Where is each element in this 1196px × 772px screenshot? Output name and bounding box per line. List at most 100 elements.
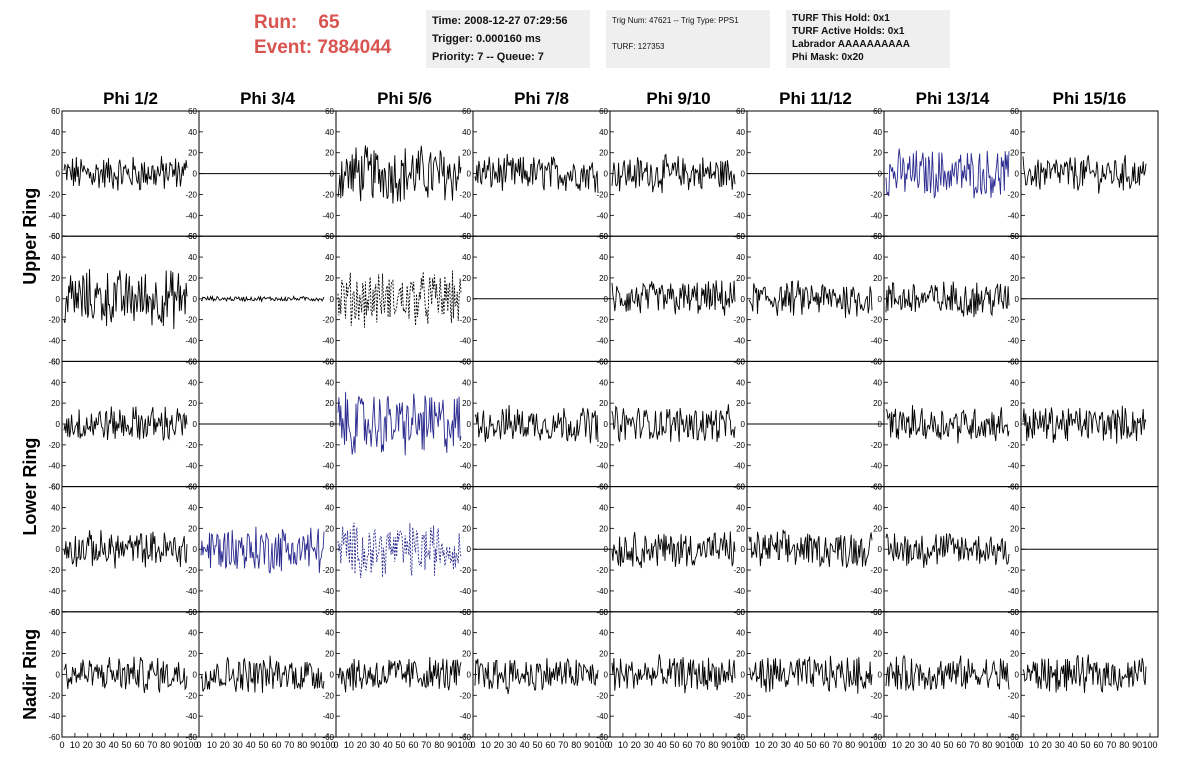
y-tick-label: 20 [599, 399, 608, 408]
y-tick-label: -40 [596, 587, 608, 596]
y-tick-label: 60 [873, 357, 882, 366]
y-tick-label: -40 [870, 587, 882, 596]
x-tick-label: 30 [233, 740, 243, 750]
x-tick-label: 60 [819, 740, 829, 750]
y-tick-label: -20 [596, 190, 608, 199]
y-tick-label: 40 [1010, 503, 1019, 512]
y-tick-label: -60 [596, 733, 608, 742]
x-tick-label: 60 [1093, 740, 1103, 750]
y-tick-label: 60 [1010, 483, 1019, 492]
x-tick-label: 50 [395, 740, 405, 750]
y-tick-label: 40 [736, 629, 745, 638]
y-tick-label: -60 [1007, 608, 1019, 617]
y-tick-label: -40 [1007, 211, 1019, 220]
y-tick-label: 0 [467, 670, 472, 679]
y-tick-label: 60 [873, 608, 882, 617]
y-tick-label: 40 [462, 253, 471, 262]
y-tick-label: 20 [325, 650, 334, 659]
x-tick-label: 70 [969, 740, 979, 750]
y-tick-label: -20 [185, 441, 197, 450]
y-tick-label: 0 [878, 295, 883, 304]
y-tick-label: -20 [459, 566, 471, 575]
y-tick-label: 60 [599, 483, 608, 492]
y-tick-label: 20 [188, 524, 197, 533]
y-tick-label: 0 [56, 670, 61, 679]
y-tick-label: 60 [325, 608, 334, 617]
x-tick-label: 0 [1018, 740, 1023, 750]
y-tick-label: 40 [462, 128, 471, 137]
y-tick-label: 0 [330, 670, 335, 679]
y-tick-label: 40 [51, 253, 60, 262]
x-tick-label: 30 [96, 740, 106, 750]
y-tick-label: -20 [1007, 316, 1019, 325]
y-tick-label: 60 [599, 357, 608, 366]
x-tick-label: 100 [1005, 740, 1020, 750]
column-title: Phi 5/6 [377, 89, 432, 108]
panel-frame [198, 235, 337, 362]
x-tick-label: 90 [721, 740, 731, 750]
y-tick-label: 60 [51, 357, 60, 366]
waveform-trace [63, 656, 188, 694]
y-tick-label: -20 [733, 691, 745, 700]
y-tick-label: -20 [596, 441, 608, 450]
y-tick-label: 0 [56, 170, 61, 179]
column-title: Phi 3/4 [240, 89, 295, 108]
x-tick-label: 30 [918, 740, 928, 750]
y-tick-label: -40 [733, 712, 745, 721]
y-tick-label: 60 [462, 608, 471, 617]
y-tick-label: -40 [185, 337, 197, 346]
y-tick-label: 20 [188, 274, 197, 283]
y-tick-label: -20 [1007, 441, 1019, 450]
y-tick-label: -40 [733, 211, 745, 220]
y-tick-label: -20 [1007, 566, 1019, 575]
y-tick-label: 0 [741, 295, 746, 304]
y-tick-label: 40 [325, 629, 334, 638]
x-tick-label: 80 [708, 740, 718, 750]
y-tick-label: 0 [604, 545, 609, 554]
y-tick-label: 0 [330, 295, 335, 304]
y-tick-label: 20 [51, 650, 60, 659]
x-tick-label: 60 [956, 740, 966, 750]
y-tick-label: 0 [1015, 295, 1020, 304]
y-tick-label: 40 [873, 378, 882, 387]
run-value: 65 [318, 12, 340, 33]
waveform-trace [200, 526, 325, 574]
y-tick-label: -20 [870, 190, 882, 199]
y-tick-label: 40 [736, 128, 745, 137]
y-tick-label: 60 [188, 232, 197, 241]
y-tick-label: 20 [1010, 650, 1019, 659]
labrador-line: Labrador AAAAAAAAAA [792, 39, 910, 50]
y-tick-label: 0 [467, 420, 472, 429]
x-tick-label: 50 [532, 740, 542, 750]
y-tick-label: 20 [188, 149, 197, 158]
waveform-trace [474, 153, 599, 194]
y-tick-label: 20 [599, 524, 608, 533]
y-tick-label: 60 [462, 483, 471, 492]
y-tick-label: 60 [736, 483, 745, 492]
waveform-trace [748, 280, 873, 318]
y-tick-label: 60 [188, 483, 197, 492]
waveform-trace [337, 522, 462, 578]
y-tick-label: -20 [733, 316, 745, 325]
y-tick-label: -60 [48, 733, 60, 742]
ring-label: Nadir Ring [20, 629, 40, 720]
waveform-trace [63, 155, 188, 191]
y-tick-label: -40 [322, 211, 334, 220]
ring-label: Lower Ring [20, 438, 40, 536]
y-tick-label: -40 [459, 712, 471, 721]
x-tick-label: 70 [832, 740, 842, 750]
x-tick-label: 0 [470, 740, 475, 750]
y-tick-label: 40 [736, 503, 745, 512]
y-tick-label: 20 [462, 274, 471, 283]
y-tick-label: -40 [1007, 337, 1019, 346]
waveform-trace [885, 281, 1010, 318]
x-tick-label: 40 [931, 740, 941, 750]
y-tick-label: 0 [604, 670, 609, 679]
y-tick-label: 20 [873, 650, 882, 659]
y-tick-label: -40 [459, 211, 471, 220]
y-tick-label: -40 [870, 211, 882, 220]
y-tick-label: -60 [1007, 733, 1019, 742]
y-tick-label: 40 [188, 503, 197, 512]
x-tick-label: 100 [183, 740, 198, 750]
